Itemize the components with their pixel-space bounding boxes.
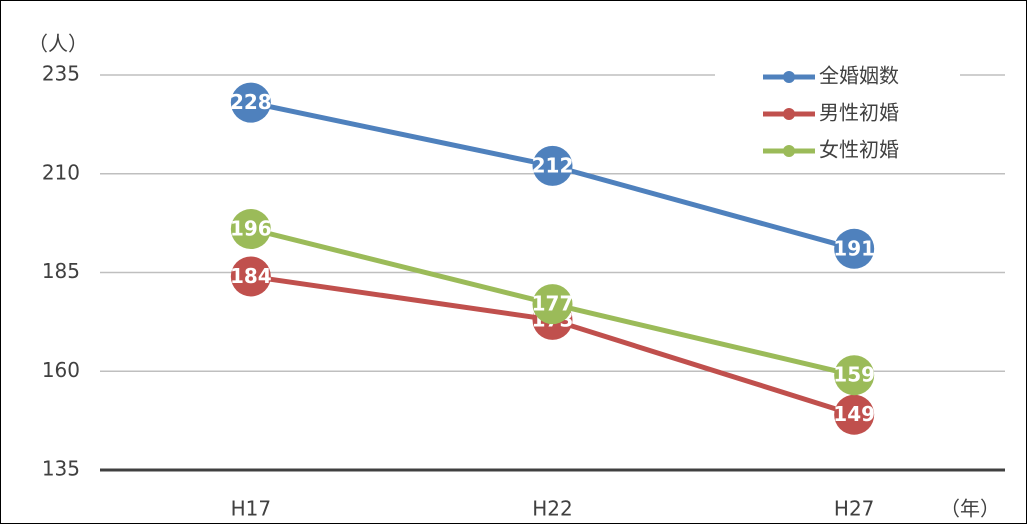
legend-box — [715, 60, 960, 172]
marker — [532, 145, 573, 186]
y-tick-label: 160 — [42, 358, 80, 382]
data-label: 228 — [230, 90, 272, 114]
data-label: 149 — [833, 402, 875, 426]
data-label: 196 — [230, 217, 272, 241]
x-tick-label: H27 — [834, 497, 875, 521]
marker — [230, 82, 271, 123]
x-axis-label: （年） — [940, 497, 1000, 521]
y-axis-label: （人） — [28, 32, 88, 56]
marker — [834, 394, 875, 435]
legend-marker — [783, 145, 795, 157]
y-tick-label: 235 — [42, 62, 80, 86]
data-label: 191 — [833, 236, 875, 260]
y-tick-label: 210 — [42, 160, 80, 184]
data-label: 184 — [230, 264, 272, 288]
y-tick-label: 185 — [42, 259, 80, 283]
data-label: 177 — [532, 292, 574, 316]
data-label: 159 — [833, 363, 875, 387]
legend-label: 女性初婚 — [819, 138, 899, 162]
data-label: 212 — [532, 153, 574, 177]
marker — [230, 256, 271, 297]
marker — [834, 228, 875, 269]
marker — [834, 355, 875, 396]
x-tick-label: H22 — [532, 497, 573, 521]
legend-marker — [783, 108, 795, 120]
x-tick-label: H17 — [231, 497, 272, 521]
legend-marker — [783, 71, 795, 83]
legend-label: 男性初婚 — [819, 101, 899, 125]
legend-label: 全婚姻数 — [819, 64, 899, 88]
marker — [230, 209, 271, 250]
marker — [532, 284, 573, 325]
y-tick-label: 135 — [42, 457, 80, 481]
